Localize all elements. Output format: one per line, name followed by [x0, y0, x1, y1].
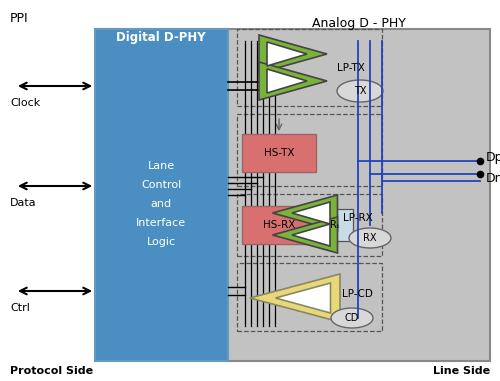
Bar: [237, 29, 382, 106]
Bar: [237, 263, 382, 331]
Bar: [237, 194, 382, 256]
Bar: [237, 114, 382, 186]
Polygon shape: [267, 42, 307, 66]
Polygon shape: [250, 274, 340, 322]
FancyBboxPatch shape: [242, 134, 316, 172]
Text: LP-CD: LP-CD: [342, 289, 373, 299]
Text: PPI: PPI: [10, 13, 29, 26]
Text: Protocol Side: Protocol Side: [10, 366, 93, 376]
FancyBboxPatch shape: [317, 209, 353, 241]
Text: Data: Data: [10, 198, 36, 208]
Text: Dp: Dp: [486, 150, 500, 163]
Text: and: and: [150, 199, 172, 209]
Text: Interface: Interface: [136, 218, 186, 228]
Polygon shape: [272, 217, 338, 253]
Polygon shape: [292, 224, 330, 246]
Text: HS-RX: HS-RX: [263, 220, 295, 230]
Bar: [228, 29, 490, 361]
Polygon shape: [272, 195, 338, 231]
Text: Logic: Logic: [146, 237, 176, 247]
Text: Dn: Dn: [486, 171, 500, 184]
Polygon shape: [292, 202, 330, 224]
Polygon shape: [276, 283, 330, 313]
Ellipse shape: [349, 228, 391, 248]
Text: Clock: Clock: [10, 98, 40, 108]
FancyBboxPatch shape: [242, 206, 316, 244]
Polygon shape: [259, 62, 327, 100]
Polygon shape: [259, 35, 327, 73]
Ellipse shape: [331, 308, 373, 328]
Polygon shape: [267, 69, 307, 93]
Text: TX: TX: [354, 86, 366, 96]
Text: RX: RX: [363, 233, 377, 243]
Text: CD: CD: [345, 313, 359, 323]
Text: Digital D-PHY: Digital D-PHY: [116, 32, 206, 45]
Text: Control: Control: [141, 180, 181, 190]
Text: Analog D - PHY: Analog D - PHY: [312, 16, 406, 29]
Bar: [95, 29, 228, 361]
Text: LP-RX: LP-RX: [343, 213, 373, 223]
Text: LP-TX: LP-TX: [337, 63, 365, 73]
Text: Lane: Lane: [148, 161, 174, 171]
Ellipse shape: [337, 80, 383, 102]
Text: Line Side: Line Side: [433, 366, 490, 376]
Text: HS-TX: HS-TX: [264, 148, 294, 158]
Text: Ctrl: Ctrl: [10, 303, 30, 313]
Text: Rₜ: Rₜ: [330, 220, 340, 230]
